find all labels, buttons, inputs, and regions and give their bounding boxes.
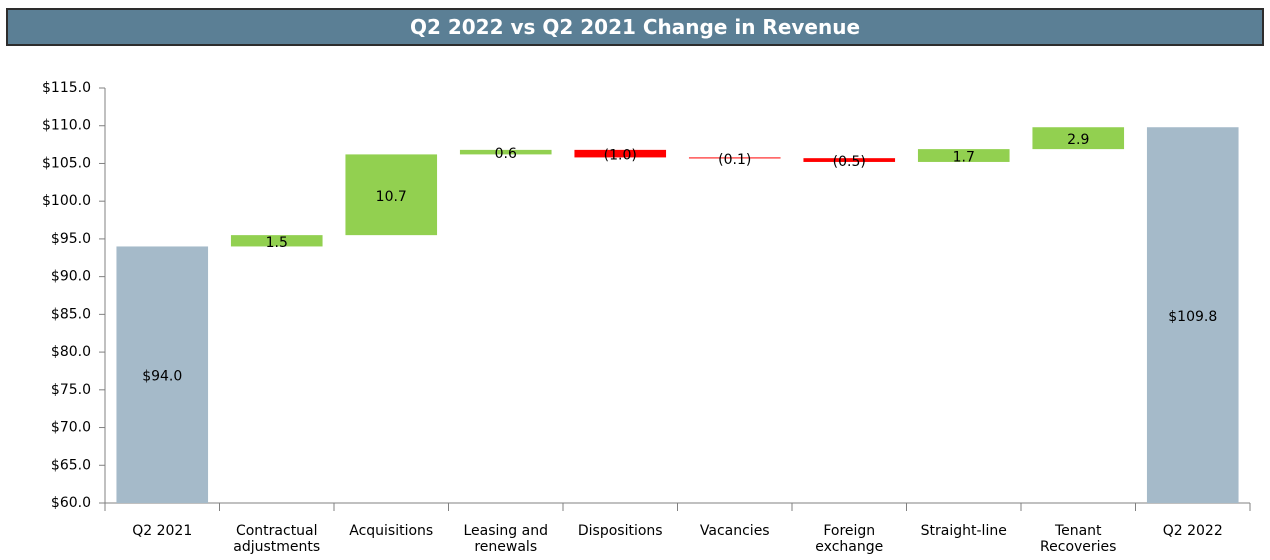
- x-tick-label: Leasing and renewals: [463, 523, 548, 555]
- data-label: 10.7: [376, 189, 407, 205]
- data-label: 0.6: [495, 146, 517, 162]
- bar: [803, 158, 896, 162]
- data-label: $94.0: [142, 369, 182, 385]
- data-label: 2.9: [1067, 132, 1089, 148]
- y-tick-label: $80.0: [51, 344, 91, 360]
- y-tick-label: $60.0: [51, 495, 91, 511]
- x-tick-label: Tenant Recoveries: [1040, 523, 1117, 555]
- y-tick-label: $90.0: [51, 269, 91, 285]
- y-tick-label: $85.0: [51, 306, 91, 322]
- y-tick-label: $75.0: [51, 382, 91, 398]
- bar: [574, 149, 667, 158]
- x-tick-label: Contractual adjustments: [233, 523, 321, 555]
- bar: [1146, 127, 1239, 504]
- bar: [917, 149, 1010, 162]
- x-tick-label: Dispositions: [577, 523, 663, 539]
- y-tick-label: $105.0: [42, 155, 91, 171]
- y-tick-label: $110.0: [42, 118, 91, 134]
- x-tick-label: Straight-line: [920, 523, 1007, 539]
- y-tick-label: $65.0: [51, 457, 91, 473]
- y-tick-label: $95.0: [51, 231, 91, 247]
- data-label: (0.5): [833, 154, 866, 170]
- bar: [688, 157, 781, 159]
- x-tick-label: Foreign exchange: [815, 523, 884, 555]
- x-tick-label: Q2 2021: [132, 523, 193, 539]
- x-tick-label: Acquisitions: [349, 523, 434, 539]
- bar: [1032, 127, 1125, 150]
- bar: [345, 154, 438, 236]
- x-tick-label: Vacancies: [699, 523, 770, 539]
- y-tick-label: $115.0: [42, 80, 91, 96]
- bar: [116, 246, 209, 504]
- data-label: 1.7: [953, 150, 975, 166]
- data-label: 1.5: [266, 235, 288, 251]
- y-tick-label: $70.0: [51, 420, 91, 436]
- bar: [230, 235, 323, 247]
- chart-title: Q2 2022 vs Q2 2021 Change in Revenue: [6, 8, 1264, 46]
- data-label: (1.0): [604, 148, 637, 164]
- bar: [459, 149, 552, 155]
- x-tick-label: Q2 2022: [1162, 523, 1223, 539]
- y-tick-label: $100.0: [42, 193, 91, 209]
- data-label: $109.8: [1168, 309, 1217, 325]
- data-label: (0.1): [718, 152, 751, 168]
